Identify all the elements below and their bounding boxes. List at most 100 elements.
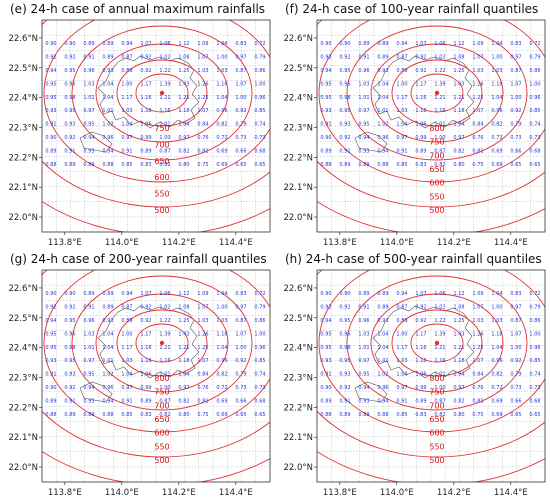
ratio-value: 1.02 (377, 122, 388, 128)
contour-label: 650 (154, 415, 169, 424)
contour-label: 650 (429, 415, 444, 424)
ratio-value: 1.00 (235, 345, 246, 351)
map-plot-area: 0.90 0.90 0.89 0.89 0.94 1.07 1.06 1.12 1.09 1.04… (42, 20, 270, 232)
ratio-value: 1.07 (510, 81, 521, 87)
ratio-value: 0.94 (45, 318, 56, 324)
panel-title: (f) 24-h case of 100-year rainfall quant… (285, 2, 539, 16)
ratio-value: 0.81 (197, 399, 208, 405)
ratio-value: 0.68 (254, 399, 265, 405)
ratio-value: 0.93 (102, 318, 113, 324)
ratio-value: 0.97 (83, 108, 94, 114)
ratio-value: 1.07 (472, 108, 483, 114)
contour-label: 550 (429, 192, 444, 201)
y-axis-label: 22.1°N (283, 433, 313, 443)
ratio-value: 1.04 (216, 291, 227, 297)
ratio-value: 1.16 (159, 358, 170, 364)
ratio-value: 1.03 (396, 108, 407, 114)
ratio-value: 0.92 (415, 54, 426, 60)
ratio-value: 1.06 (159, 291, 170, 297)
ratio-value: 1.04 (102, 95, 113, 101)
ratio-value: 1.01 (159, 122, 170, 128)
ratio-value: 0.90 (64, 41, 75, 47)
ratio-value: 1.04 (377, 95, 388, 101)
ratio-value: 1.04 (102, 81, 113, 87)
ratio-value: 1.04 (102, 345, 113, 351)
ratio-value: 1.06 (415, 372, 426, 378)
contour-label: 750 (429, 138, 444, 147)
ratio-value: 0.96 (64, 331, 75, 337)
ratio-value: 0.94 (83, 385, 94, 391)
ratio-value: 1.02 (102, 372, 113, 378)
ratio-value: 0.72 (491, 385, 502, 391)
ratio-value: 0.90 (320, 385, 331, 391)
ratio-value: 0.97 (121, 385, 132, 391)
ratio-value: 1.04 (121, 372, 132, 378)
ratio-value: 0.91 (121, 149, 132, 155)
y-axis-label: 22.0°N (8, 213, 38, 223)
ratio-value: 1.00 (159, 385, 170, 391)
ratio-value: 0.89 (45, 399, 56, 405)
ratio-value: 1.06 (434, 41, 445, 47)
contour-label: 600 (154, 173, 169, 182)
y-axis-label: 22.5°N (283, 314, 313, 324)
ratio-value: 1.02 (159, 54, 170, 60)
ratio-value: 0.96 (377, 135, 388, 141)
ratio-value: 0.94 (45, 68, 56, 74)
ratio-value: 0.68 (254, 149, 265, 155)
ratio-value: 0.96 (102, 385, 113, 391)
ratio-value: 0.83 (415, 412, 426, 418)
ratio-value: 0.74 (529, 122, 540, 128)
ratio-value: 1.04 (178, 372, 189, 378)
rainfall-contour (318, 20, 545, 183)
ratio-value: 1.04 (102, 331, 113, 337)
ratio-value: 0.90 (45, 291, 56, 297)
ratio-value: 0.82 (434, 412, 445, 418)
ratio-value: 0.98 (339, 95, 350, 101)
ratio-value: 1.00 (434, 135, 445, 141)
ratio-value: 0.90 (339, 41, 350, 47)
ratio-value: 0.88 (102, 162, 113, 168)
rainfall-contour (71, 275, 253, 411)
ratio-value: 0.85 (254, 358, 265, 364)
ratio-value: 0.65 (510, 412, 521, 418)
ratio-value: 0.98 (64, 345, 75, 351)
ratio-value: 0.93 (377, 318, 388, 324)
contour-label: 550 (154, 442, 169, 451)
ratio-value: 1.04 (453, 372, 464, 378)
ratio-value: 1.21 (453, 95, 464, 101)
ratio-value: 1.04 (216, 41, 227, 47)
rainfall-contour (42, 270, 270, 458)
ratio-value: 0.66 (235, 149, 246, 155)
ratio-value: 1.21 (159, 345, 170, 351)
ratio-value: 0.89 (377, 304, 388, 310)
rainfall-contour (317, 200, 545, 232)
ratio-value: 1.04 (396, 122, 407, 128)
ratio-value: 0.96 (83, 68, 94, 74)
coastline (97, 305, 200, 379)
y-axis-label: 22.5°N (8, 64, 38, 74)
ratio-value: 0.79 (510, 372, 521, 378)
ratio-value: 1.25 (178, 318, 189, 324)
x-axis-label: 113.8°E (323, 488, 357, 498)
ratio-value: 0.90 (339, 291, 350, 297)
x-axis-label: 113.8°E (48, 488, 82, 498)
ratio-value: 1.08 (178, 304, 189, 310)
ratio-value: 0.89 (396, 68, 407, 74)
ratio-value: 0.93 (320, 358, 331, 364)
ratio-value: 1.07 (197, 358, 208, 364)
ratio-value: 0.65 (235, 162, 246, 168)
ratio-value: 0.89 (83, 412, 94, 418)
ratio-value: 0.74 (254, 372, 265, 378)
ratio-value: 0.99 (415, 385, 426, 391)
contour-label: 600 (429, 179, 444, 188)
ratio-value: 0.93 (64, 372, 75, 378)
ratio-value: 0.75 (472, 412, 483, 418)
ratio-value: 0.89 (377, 41, 388, 47)
ratio-value: 0.92 (339, 304, 350, 310)
ratio-value: 0.79 (510, 122, 521, 128)
storm-centre-marker (434, 90, 440, 96)
ratio-value: 0.87 (159, 149, 170, 155)
rainfall-contour (317, 270, 545, 458)
ratio-value: 1.02 (102, 122, 113, 128)
ratio-value: 0.89 (64, 162, 75, 168)
